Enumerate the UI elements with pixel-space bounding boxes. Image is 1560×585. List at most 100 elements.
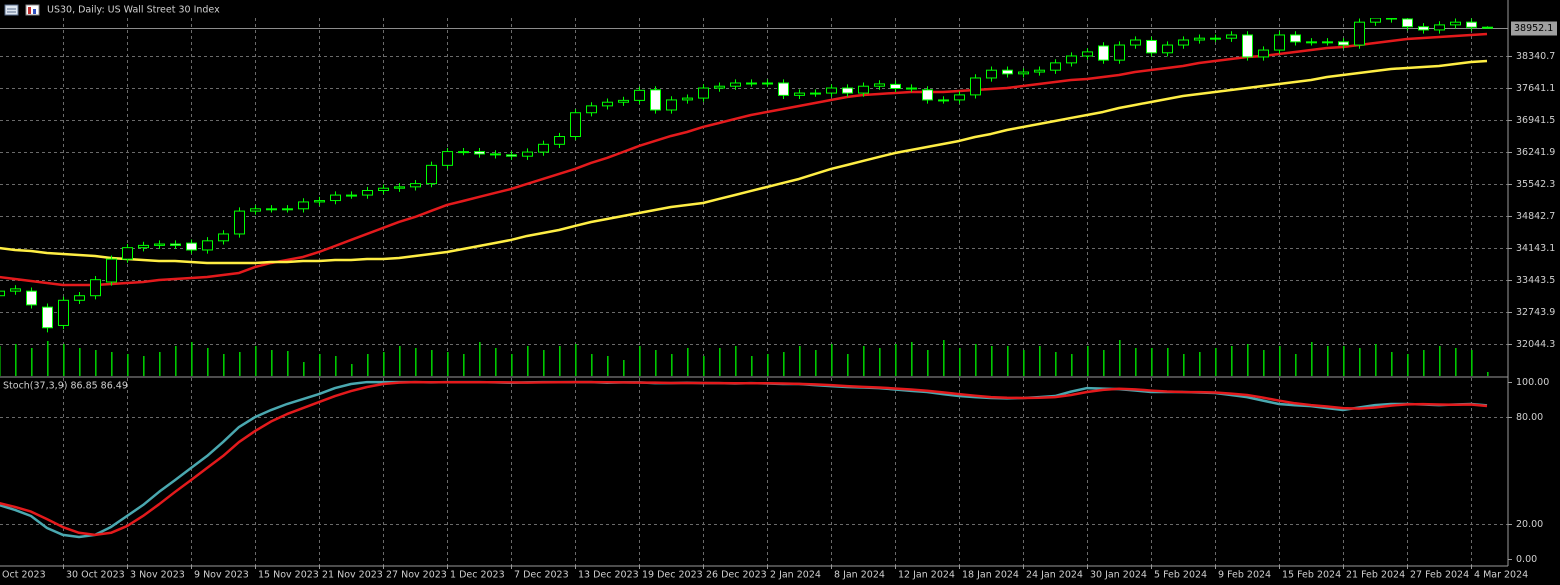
x-tick-label: 27 Feb 2024	[1410, 570, 1469, 581]
candle-body	[1210, 37, 1221, 40]
volume-bar	[911, 342, 913, 376]
volume-bar	[1375, 344, 1377, 376]
icon	[28, 7, 31, 14]
x-tick-label: 9 Feb 2024	[1218, 570, 1271, 581]
candle-body	[874, 83, 885, 87]
icon	[33, 9, 36, 14]
volume-bar	[1359, 348, 1361, 376]
volume-bar	[303, 362, 305, 376]
volume-bar	[495, 348, 497, 376]
x-tick-label: 3 Nov 2023	[130, 570, 185, 581]
volume-bar	[1247, 344, 1249, 376]
x-tick-label: 24 Jan 2024	[1026, 570, 1083, 581]
volume-bar	[447, 352, 449, 376]
volume-bar	[239, 352, 241, 376]
candle-body	[1130, 39, 1141, 46]
y-tick-label: 36941.5	[1516, 115, 1555, 126]
candle-body	[1242, 34, 1253, 58]
candle-body	[1146, 39, 1157, 54]
volume-bar	[1311, 342, 1313, 376]
volume-bar	[623, 360, 625, 376]
candle-body	[538, 143, 549, 153]
candle-body	[378, 187, 389, 192]
volume-bar	[1215, 348, 1217, 376]
stochastic-pane	[0, 380, 1488, 539]
x-tick-label: 15 Feb 2024	[1282, 570, 1341, 581]
volume-bar	[1407, 354, 1409, 376]
x-tick-label: 9 Nov 2023	[194, 570, 249, 581]
x-tick-label: 12 Jan 2024	[898, 570, 955, 581]
volume-bar	[319, 354, 321, 376]
volume-bar	[1263, 350, 1265, 376]
candle-body	[330, 194, 341, 202]
candle-body	[682, 97, 693, 101]
volume-bar	[575, 344, 577, 376]
candle-body	[938, 99, 949, 102]
volume-bar	[95, 350, 97, 376]
x-tick-label: 4 Mar 2024	[1474, 570, 1528, 581]
volume-bar	[1007, 346, 1009, 376]
candle-body	[826, 87, 837, 94]
candle-body	[154, 243, 165, 246]
x-tick-label: 1 Dec 2023	[450, 570, 505, 581]
x-tick-label: 18 Jan 2024	[962, 570, 1019, 581]
volume-bar	[991, 346, 993, 376]
candle-body	[698, 87, 709, 99]
volume-bar	[463, 354, 465, 376]
volume-bar	[671, 354, 673, 376]
candle-body	[602, 101, 613, 107]
candle-body	[1162, 44, 1173, 54]
candle-body	[1290, 34, 1301, 43]
candle-body	[1434, 24, 1445, 31]
y-tick-label: 34143.1	[1516, 243, 1555, 254]
candle-body	[1178, 39, 1189, 46]
volume-bar	[943, 340, 945, 376]
candle-body	[1194, 37, 1205, 41]
volume-bar	[1231, 346, 1233, 376]
volume-bar	[1343, 346, 1345, 376]
volume-bar	[527, 346, 529, 376]
volume-bar	[559, 346, 561, 376]
candle-body	[458, 151, 469, 154]
volume-bar	[1295, 354, 1297, 376]
volume-bar	[111, 352, 113, 376]
candle-body	[1418, 26, 1429, 31]
x-tick-label: 19 Dec 2023	[642, 570, 703, 581]
y-tick-label: 0.00	[1516, 554, 1537, 565]
x-tick-label: 26 Dec 2023	[706, 570, 767, 581]
icon	[4, 4, 19, 16]
volume-bar	[479, 342, 481, 376]
volume-bar	[511, 354, 513, 376]
y-tick-label: 20.00	[1516, 519, 1543, 530]
candle-body	[394, 186, 405, 189]
y-tick-label: 36241.9	[1516, 147, 1555, 158]
volume-bar	[543, 350, 545, 376]
stochastic-line	[0, 380, 1488, 537]
y-tick-label: 34842.7	[1516, 211, 1555, 222]
indicator-title: Stoch(37,3,9) 86.85 86.49	[3, 381, 128, 392]
volume-bar	[687, 348, 689, 376]
candle-body	[10, 288, 21, 292]
candle-body	[474, 151, 485, 155]
candle-body	[906, 87, 917, 90]
volume-bar	[207, 348, 209, 376]
y-tick-label: 32743.9	[1516, 307, 1555, 318]
candle-body	[362, 190, 373, 196]
candle-body	[778, 82, 789, 96]
candle-body	[1354, 21, 1365, 46]
volume-bar	[223, 354, 225, 376]
candle-body	[1402, 18, 1413, 28]
candle-body	[282, 208, 293, 211]
volume-bar	[751, 356, 753, 376]
volume-bar	[1471, 350, 1473, 376]
volume-bar	[127, 354, 129, 376]
candle-body	[1258, 49, 1269, 58]
y-tick-label: 33443.5	[1516, 275, 1555, 286]
volume-bar	[383, 352, 385, 376]
volume-bar	[415, 348, 417, 376]
volume-bar	[1167, 348, 1169, 376]
volume-bar	[143, 356, 145, 376]
candle-body	[634, 89, 645, 101]
